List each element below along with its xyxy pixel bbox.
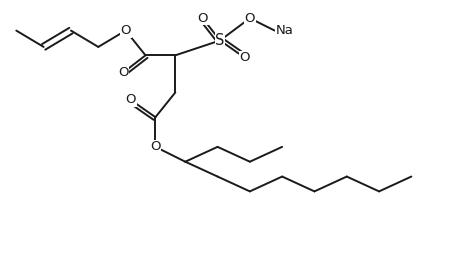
- Text: O: O: [150, 140, 161, 153]
- Text: O: O: [197, 12, 208, 25]
- Text: O: O: [118, 66, 128, 79]
- Text: O: O: [240, 51, 250, 64]
- Text: O: O: [245, 12, 255, 25]
- Text: O: O: [121, 24, 131, 37]
- Text: O: O: [125, 93, 136, 106]
- Text: Na: Na: [276, 24, 293, 37]
- Text: S: S: [215, 33, 225, 48]
